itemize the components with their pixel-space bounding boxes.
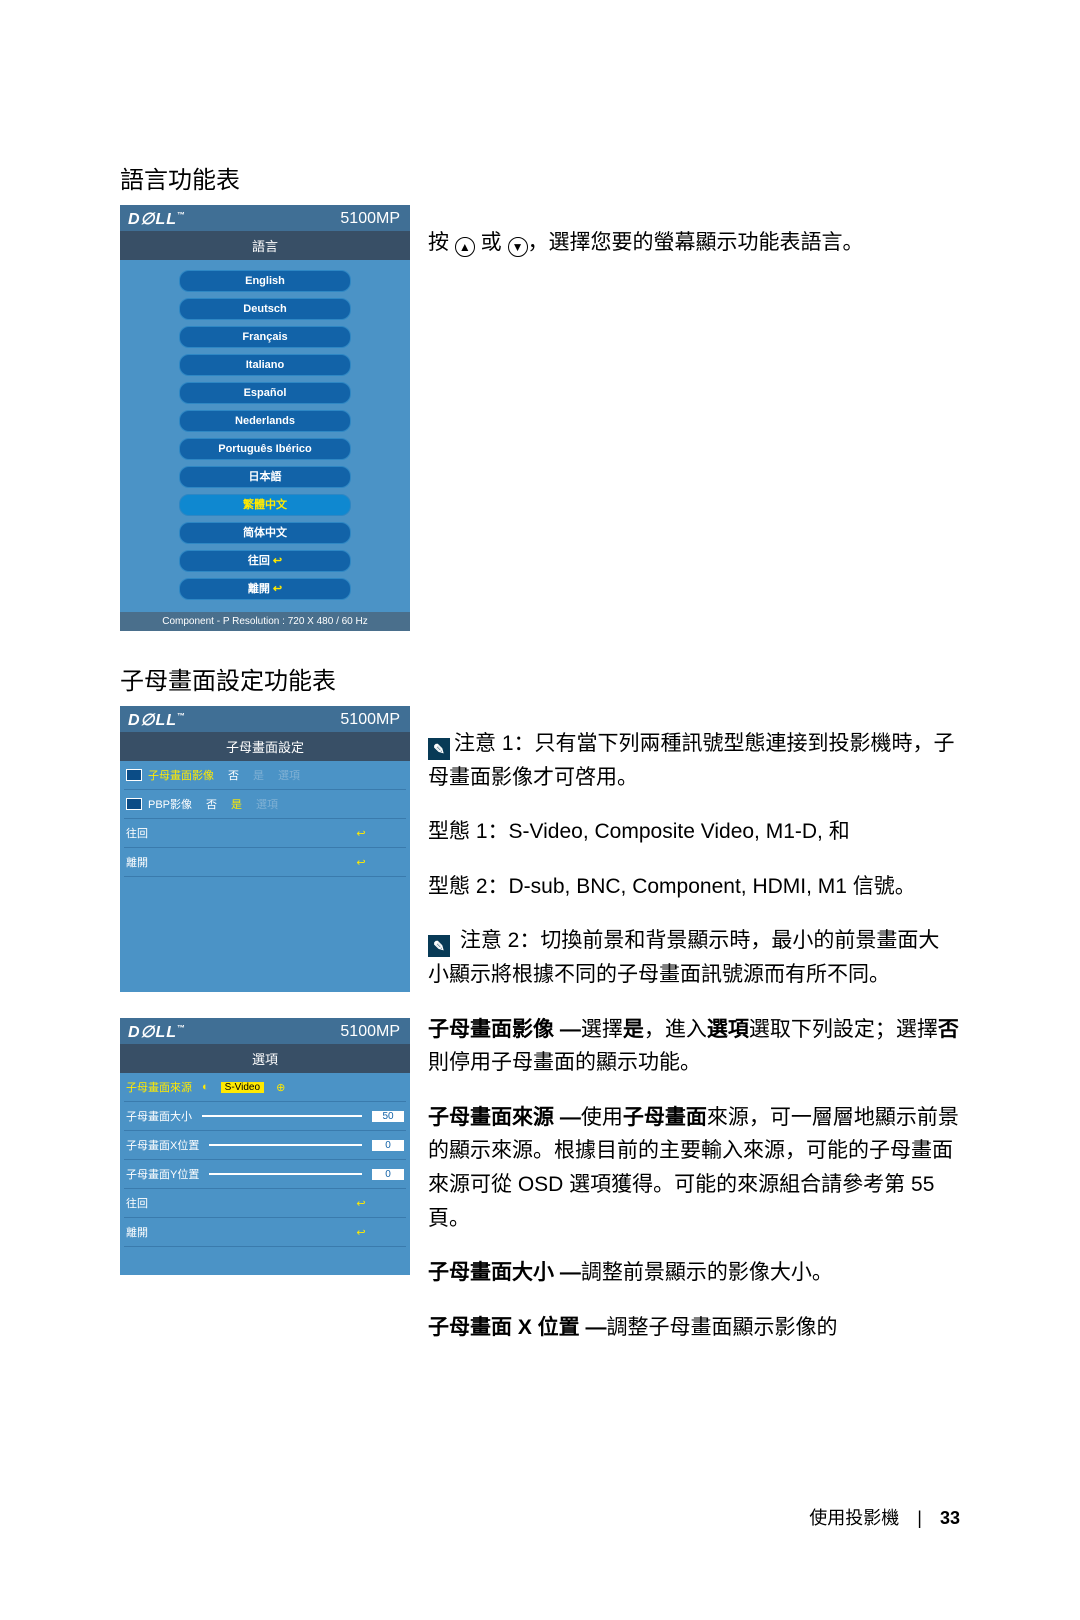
pip-x-desc: 子母畫面 X 位置 —調整子母畫面顯示影像的	[428, 1311, 960, 1345]
menu-row[interactable]: 離開↩	[124, 848, 406, 877]
language-option[interactable]: English	[179, 270, 351, 292]
menu-row[interactable]: 子母畫面來源◐S-Video⊕	[124, 1073, 406, 1102]
menu-row[interactable]: 子母畫面X位置0	[124, 1131, 406, 1160]
menu-row[interactable]: 子母畫面大小50	[124, 1102, 406, 1131]
section2-title: 子母畫面設定功能表	[120, 661, 960, 696]
language-option[interactable]: 往回 ↩	[179, 550, 351, 572]
up-icon: ▲	[455, 237, 475, 257]
model-label: 5100MP	[340, 1023, 400, 1041]
language-option[interactable]: Italiano	[179, 354, 351, 376]
language-option[interactable]: 简体中文	[179, 522, 351, 544]
pip-image-desc: 子母畫面影像 —選擇是，進入選項選取下列設定；選擇否則停用子母畫面的顯示功能。	[428, 1013, 960, 1080]
menu-row[interactable]: 子母畫面影像否是選項	[124, 761, 406, 790]
language-option[interactable]: Nederlands	[179, 410, 351, 432]
note-2: 注意 2：切換前景和背景顯示時，最小的前景畫面大小顯示將根據不同的子母畫面訊號源…	[428, 924, 960, 991]
menu-row[interactable]: 往回↩	[124, 1189, 406, 1218]
menu-row[interactable]: 往回↩	[124, 819, 406, 848]
model-label: 5100MP	[340, 711, 400, 729]
pip-source-desc: 子母畫面來源 —使用子母畫面來源，可一層層地顯示前景的顯示來源。根據目前的主要輸…	[428, 1101, 960, 1235]
section1-title: 語言功能表	[120, 160, 960, 195]
language-option[interactable]: Français	[179, 326, 351, 348]
dell-logo: D∅LL™	[128, 209, 186, 229]
note-1: 注意 1：只有當下列兩種訊號型態連接到投影機時，子母畫面影像才可啓用。	[428, 727, 960, 794]
pip-osd: D∅LL™ 5100MP 子母畫面設定 子母畫面影像否是選項PBP影像否是選項往…	[120, 706, 410, 992]
down-icon: ▼	[508, 237, 528, 257]
note-icon	[428, 935, 450, 957]
page-footer: 使用投影機 | 33	[809, 1504, 960, 1530]
type-1: 型態 1：S-Video, Composite Video, M1-D, 和	[428, 815, 960, 849]
model-label: 5100MP	[340, 210, 400, 228]
dell-logo: D∅LL™	[128, 1022, 186, 1042]
pip-size-desc: 子母畫面大小 —調整前景顯示的影像大小。	[428, 1256, 960, 1290]
osd-title: 語言	[120, 231, 410, 260]
language-option[interactable]: Español	[179, 382, 351, 404]
osd-title: 選項	[120, 1044, 410, 1073]
osd-footer: Component - P Resolution : 720 X 480 / 6…	[120, 612, 410, 631]
osd-title: 子母畫面設定	[120, 732, 410, 761]
row-icon	[126, 769, 142, 781]
dell-logo: D∅LL™	[128, 710, 186, 730]
language-option[interactable]: 離開 ↩	[179, 578, 351, 600]
language-option[interactable]: Deutsch	[179, 298, 351, 320]
menu-row[interactable]: 子母畫面Y位置0	[124, 1160, 406, 1189]
menu-row[interactable]: PBP影像否是選項	[124, 790, 406, 819]
options-osd: D∅LL™ 5100MP 選項 子母畫面來源◐S-Video⊕子母畫面大小50子…	[120, 1018, 410, 1275]
menu-row[interactable]: 離開↩	[124, 1218, 406, 1247]
language-option[interactable]: Português Ibérico	[179, 438, 351, 460]
row-icon	[126, 798, 142, 810]
language-option[interactable]: 繁體中文	[179, 494, 351, 516]
note-icon	[428, 738, 450, 760]
type-2: 型態 2：D-sub, BNC, Component, HDMI, M1 信號。	[428, 870, 960, 904]
instruction-text: 按 ▲ 或 ▼，選擇您要的螢幕顯示功能表語言。	[428, 226, 960, 260]
language-osd: D∅LL™ 5100MP 語言 English Deutsch Français It…	[120, 205, 410, 631]
language-option[interactable]: 日本語	[179, 466, 351, 488]
